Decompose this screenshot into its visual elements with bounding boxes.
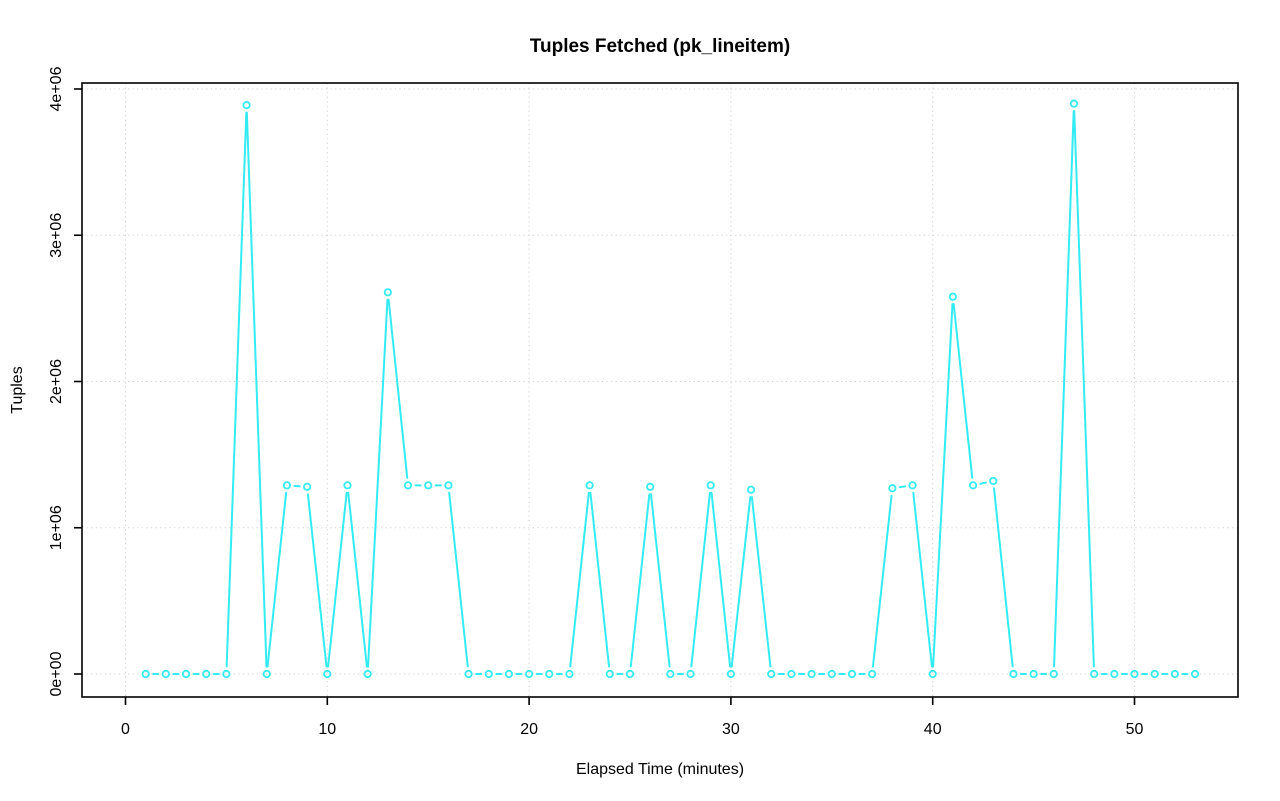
series-segment — [750, 496, 772, 668]
data-point-marker — [524, 669, 534, 679]
data-point-marker — [1190, 669, 1200, 679]
series-segment — [367, 298, 389, 668]
y-tick-label: 1e+06 — [48, 505, 65, 550]
series-segment — [569, 491, 590, 668]
data-point-marker — [1150, 669, 1159, 679]
data-point-marker — [888, 484, 897, 493]
series-segment — [1073, 110, 1095, 668]
series-segment — [993, 487, 1014, 668]
data-point-marker — [242, 100, 251, 110]
x-tick-label: 30 — [722, 721, 740, 738]
series-segment — [327, 491, 348, 668]
series-segment — [629, 493, 651, 668]
data-point-marker — [787, 669, 796, 679]
data-point-marker — [383, 288, 392, 297]
x-axis-label: Elapsed Time (minutes) — [576, 761, 744, 778]
series-segment — [979, 481, 987, 485]
x-tick-label: 10 — [318, 721, 336, 738]
data-point-marker — [968, 481, 978, 490]
data-point-marker — [767, 669, 776, 679]
y-tick-label: 4e+06 — [48, 66, 65, 111]
data-point-marker — [686, 669, 695, 679]
chart-title: Tuples Fetched (pk_lineitem) — [530, 36, 790, 57]
data-point-marker — [161, 669, 170, 679]
data-point-marker — [928, 669, 937, 679]
data-point-marker — [1110, 669, 1119, 679]
data-point-marker — [181, 669, 191, 679]
data-point-marker — [1029, 669, 1038, 679]
x-tick-label: 50 — [1126, 721, 1144, 738]
x-tick-label: 40 — [924, 721, 942, 738]
data-point-marker — [746, 485, 756, 494]
data-point-marker — [565, 669, 574, 679]
series-segment — [952, 303, 974, 479]
series-segment — [710, 491, 732, 668]
series-layer — [141, 99, 1200, 679]
data-point-marker — [424, 481, 433, 490]
series-segment — [347, 491, 368, 668]
data-point-marker — [646, 482, 655, 491]
series-segment — [245, 111, 268, 668]
series-segment — [589, 491, 611, 668]
data-point-marker — [1069, 99, 1079, 108]
data-point-marker — [827, 669, 836, 679]
data-point-marker — [444, 481, 453, 490]
data-point-marker — [1009, 669, 1018, 679]
series-segment — [306, 493, 328, 668]
series-segment — [1053, 110, 1075, 668]
data-point-marker — [868, 669, 877, 679]
data-point-marker — [403, 481, 413, 490]
data-point-marker — [666, 669, 675, 679]
data-point-marker — [1049, 669, 1058, 679]
data-point-marker — [303, 482, 312, 491]
data-point-marker — [202, 669, 211, 679]
x-tick-label: 0 — [121, 721, 130, 738]
data-point-marker — [948, 292, 957, 301]
data-point-marker — [282, 481, 292, 490]
grid-layer — [82, 83, 1238, 697]
series-segment — [649, 493, 671, 668]
data-point-marker — [343, 481, 352, 490]
series-segment — [871, 494, 893, 668]
series-segment — [387, 298, 409, 479]
series-segment — [448, 491, 469, 668]
data-point-marker — [585, 481, 594, 490]
data-point-marker — [807, 669, 816, 679]
data-point-marker — [726, 669, 736, 679]
x-tick-label: 20 — [520, 721, 538, 738]
plot-box — [81, 82, 1239, 698]
data-point-marker — [504, 669, 514, 679]
data-point-marker — [989, 476, 998, 486]
data-point-marker — [605, 669, 614, 679]
series-segment — [225, 111, 248, 668]
data-point-marker — [1170, 669, 1179, 679]
data-point-marker — [625, 669, 635, 679]
series-segment — [730, 496, 752, 668]
data-point-marker — [908, 481, 917, 490]
series-segment — [932, 303, 954, 668]
y-tick-label: 0e+00 — [48, 651, 65, 696]
data-point-marker — [222, 669, 231, 679]
data-point-marker — [1130, 669, 1139, 679]
data-point-marker — [464, 669, 473, 679]
y-tick-label: 2e+06 — [48, 359, 65, 404]
data-point-marker — [545, 669, 554, 679]
data-point-marker — [484, 669, 493, 679]
y-axis-label: Tuples — [9, 366, 26, 413]
data-point-marker — [706, 481, 715, 490]
axis-layer: 0 10 20 30 40 50 0e+00 1e+06 2e+06 3e+06 4e+06 — [48, 66, 1144, 738]
data-point-marker — [141, 669, 150, 679]
series-segment — [690, 491, 711, 668]
series-segment — [912, 491, 933, 668]
series-segment — [266, 491, 288, 668]
data-point-marker — [323, 669, 332, 679]
data-point-marker — [262, 669, 271, 679]
series-segment — [898, 485, 907, 489]
data-point-marker — [847, 669, 857, 679]
data-point-marker — [363, 669, 372, 679]
y-tick-label: 3e+06 — [48, 213, 65, 258]
data-point-marker — [1090, 669, 1099, 679]
